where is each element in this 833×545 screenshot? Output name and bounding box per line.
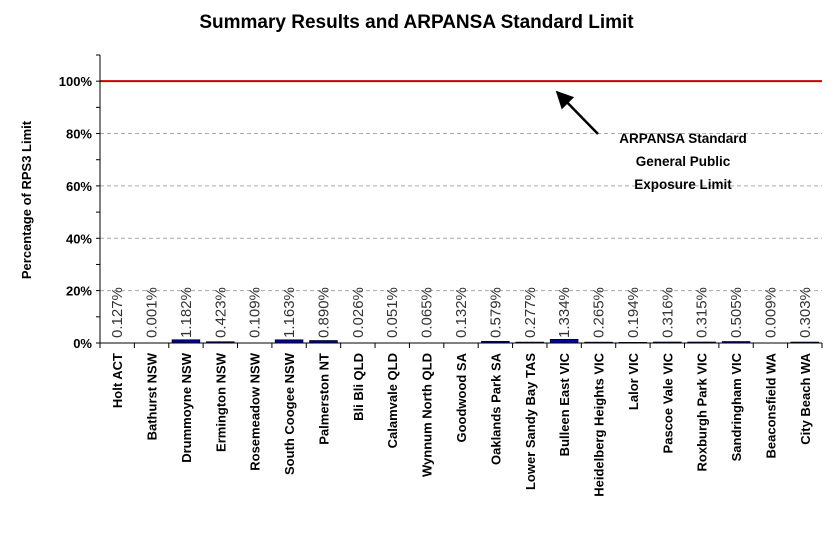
category-label: Holt ACT [110, 353, 125, 408]
data-label: 0.109% [247, 287, 264, 338]
category-label: Goodwood SA [454, 352, 469, 442]
data-label: 0.051% [384, 287, 401, 338]
category-label: South Coogee NSW [282, 352, 297, 475]
annotation-line-3: Exposure Limit [634, 177, 732, 192]
category-labels: Holt ACT Bathurst NSW Drummoyne NSW Ermingt… [110, 352, 813, 496]
y-tick-label: 80% [66, 127, 92, 142]
data-label: 0.316% [659, 287, 676, 338]
y-tick-label: 20% [66, 284, 92, 299]
data-label: 0.890% [315, 287, 332, 338]
y-tick-label: 60% [66, 179, 92, 194]
data-label: 0.009% [762, 287, 779, 338]
category-label: City Beach WA [798, 352, 813, 444]
chart-title: Summary Results and ARPANSA Standard Lim… [199, 12, 634, 33]
data-label: 0.127% [109, 287, 126, 338]
category-label: Rosemeadow NSW [248, 352, 263, 470]
annotation-line-2: General Public [636, 154, 731, 169]
data-label: 0.065% [419, 287, 436, 338]
category-label: Lalor VIC [626, 352, 641, 410]
data-label: 0.505% [728, 287, 745, 338]
data-label: 0.579% [487, 287, 504, 338]
category-label: Bli Bli QLD [351, 353, 366, 421]
category-label: Bulleen East VIC [557, 352, 572, 456]
category-label: Pascoe Vale VIC [660, 352, 675, 453]
data-label: 0.315% [694, 287, 711, 338]
category-label: Roxburgh Park VIC [695, 352, 710, 471]
category-label: Oaklands Park SA [488, 352, 503, 465]
data-label: 0.303% [797, 287, 814, 338]
data-label: 0.265% [591, 287, 608, 338]
bars [103, 339, 820, 344]
y-tick-label: 100% [59, 74, 93, 89]
data-labels: 0.127% 0.001% 1.182% 0.423% 0.109% 1.163% 0.89… [109, 287, 814, 338]
data-label: 0.423% [212, 287, 229, 338]
category-label: Sandringham VIC [729, 352, 744, 461]
category-label: Wynnum North QLD [420, 353, 435, 477]
axes [96, 54, 823, 348]
data-label: 0.001% [144, 287, 161, 338]
y-axis-label: Percentage of RPS3 Limit [19, 120, 34, 279]
category-label: Bathurst NSW [145, 352, 160, 440]
category-label: Drummoyne NSW [179, 352, 194, 463]
annotation-line-1: ARPANSA Standard [619, 131, 747, 146]
category-label: Heidelberg Heights VIC [592, 352, 607, 496]
category-label: Ermington NSW [213, 352, 228, 452]
data-label: 0.194% [625, 287, 642, 338]
category-label: Calamvale QLD [385, 353, 400, 448]
y-tick-label: 40% [66, 231, 92, 246]
annotation-arrow [555, 90, 599, 135]
category-label: Beaconsfield WA [763, 352, 778, 458]
data-label: 0.026% [350, 287, 367, 338]
data-label: 0.132% [453, 287, 470, 338]
data-label: 0.277% [522, 287, 539, 338]
data-label: 1.163% [281, 287, 298, 338]
y-tick-label: 0% [73, 336, 92, 351]
category-label: Palmerston NT [316, 353, 331, 445]
data-label: 1.334% [556, 287, 573, 338]
bar [549, 339, 579, 344]
data-label: 1.182% [178, 287, 195, 338]
category-label: Lower Sandy Bay TAS [523, 353, 538, 490]
y-tick-labels: 0% 20% 40% 60% 80% 100% [59, 74, 93, 351]
annotation: ARPANSA Standard General Public Exposure… [555, 90, 747, 192]
gridlines [100, 133, 822, 292]
